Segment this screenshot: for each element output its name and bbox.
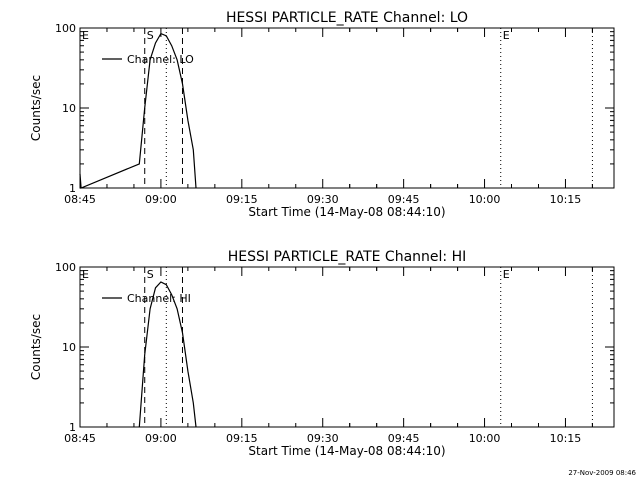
event-marker-label: E xyxy=(82,29,89,42)
x-tick-label: 10:00 xyxy=(469,432,501,445)
series-line xyxy=(138,281,197,428)
y-tick-label: 100 xyxy=(55,22,76,35)
event-marker-label: E xyxy=(503,268,510,281)
y-tick-label: 1 xyxy=(69,182,76,195)
chart-title: HESSI PARTICLE_RATE Channel: HI xyxy=(228,249,466,265)
x-tick-label: 09:30 xyxy=(307,432,339,445)
x-tick-label: 08:45 xyxy=(64,193,96,206)
y-tick-label: 1 xyxy=(69,421,76,434)
event-marker-label: S xyxy=(147,268,154,281)
series-line xyxy=(79,32,197,189)
x-tick-label: 09:15 xyxy=(226,193,258,206)
footer-timestamp: 27-Nov-2009 08:46 xyxy=(568,469,636,477)
y-axis-label: Counts/sec xyxy=(29,75,43,141)
legend-entry: Channel: LO xyxy=(127,53,194,66)
event-marker-label: E xyxy=(82,268,89,281)
chart-title: HESSI PARTICLE_RATE Channel: LO xyxy=(226,10,468,26)
y-tick-label: 10 xyxy=(62,102,76,115)
x-tick-label: 10:00 xyxy=(469,193,501,206)
x-axis-label: Start Time (14-May-08 08:44:10) xyxy=(248,444,445,458)
x-tick-label: 09:45 xyxy=(388,432,420,445)
x-axis-label: Start Time (14-May-08 08:44:10) xyxy=(248,205,445,219)
x-tick-label: 08:45 xyxy=(64,432,96,445)
plot-frame xyxy=(79,266,615,428)
y-tick-label: 100 xyxy=(55,261,76,274)
plot-frame xyxy=(79,27,615,189)
event-marker-label: E xyxy=(503,29,510,42)
y-axis-label: Counts/sec xyxy=(29,314,43,380)
x-tick-label: 09:00 xyxy=(145,193,177,206)
x-tick-label: 10:15 xyxy=(550,432,582,445)
x-tick-label: 09:45 xyxy=(388,193,420,206)
x-tick-label: 09:30 xyxy=(307,193,339,206)
x-tick-label: 09:15 xyxy=(226,432,258,445)
y-tick-label: 10 xyxy=(62,341,76,354)
event-marker-label: S xyxy=(147,29,154,42)
x-tick-label: 10:15 xyxy=(550,193,582,206)
x-tick-label: 09:00 xyxy=(145,432,177,445)
legend-entry: Channel: HI xyxy=(127,292,191,305)
